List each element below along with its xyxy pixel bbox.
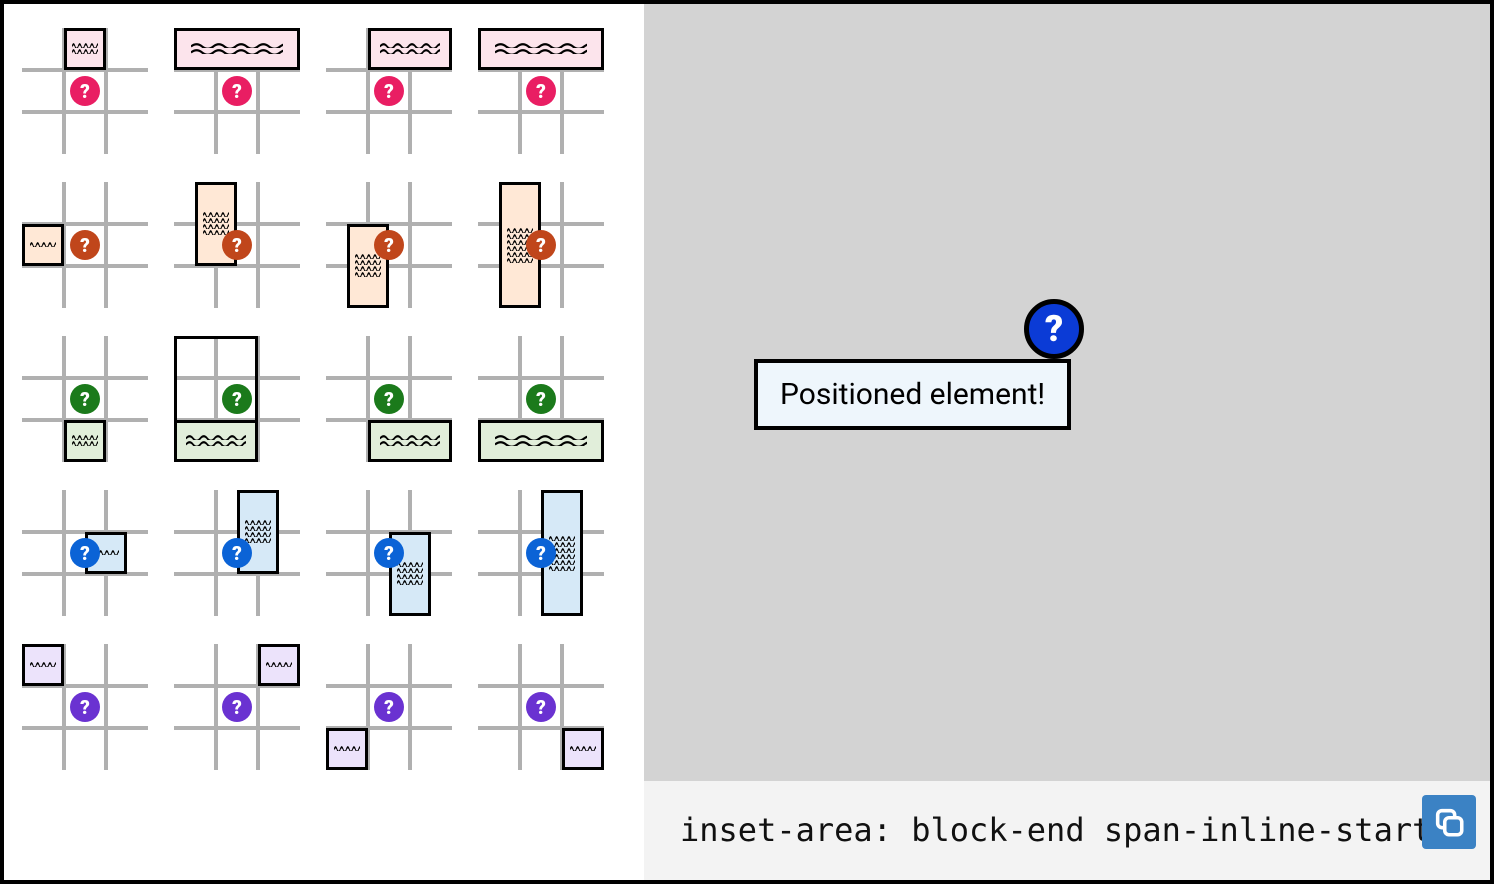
example-cell[interactable]: ? [22,490,148,616]
anchor-marker: ? [70,538,100,568]
example-cell[interactable]: ? [478,490,604,616]
positioned-box [478,420,604,462]
example-cell[interactable]: ? [22,28,148,154]
positioned-box [64,28,106,70]
positioned-box [258,644,300,686]
anchor-marker: ? [70,384,100,414]
anchor-marker: ? [526,230,556,260]
positioned-box [368,420,452,462]
anchor-marker: ? [222,692,252,722]
demo-anchor-glyph: ? [1045,308,1063,350]
example-row-pink: ???? [22,28,626,154]
anchor-marker: ? [526,538,556,568]
anchor-marker: ? [526,692,556,722]
example-cell[interactable]: ? [326,490,452,616]
positioned-box [326,728,368,770]
positioned-box [174,420,258,462]
example-row-orange: ???? [22,182,626,308]
demo-positioned-text: Positioned element! [780,377,1045,412]
example-row-purple: ???? [22,644,626,770]
anchor-marker: ? [70,692,100,722]
example-cell[interactable]: ? [326,182,452,308]
positioned-box [478,28,604,70]
positioned-box [22,224,64,266]
example-cell[interactable]: ? [326,28,452,154]
anchor-marker: ? [70,230,100,260]
copy-button[interactable] [1422,795,1476,849]
anchor-marker: ? [374,538,404,568]
positioned-box [22,644,64,686]
example-cell[interactable]: ? [326,644,452,770]
example-cell[interactable]: ? [478,644,604,770]
demo-positioned-box: Positioned element! [754,359,1071,430]
example-cell[interactable]: ? [22,336,148,462]
anchor-marker: ? [374,384,404,414]
anchor-marker: ? [374,692,404,722]
code-block: inset-area: block-end span-inline-start; [644,781,1490,880]
example-cell[interactable]: ? [478,182,604,308]
examples-panel: ???????????????????? [4,4,644,880]
positioned-box [64,420,106,462]
positioned-box [562,728,604,770]
anchor-marker: ? [222,384,252,414]
positioned-box [368,28,452,70]
anchor-marker: ? [374,230,404,260]
example-cell[interactable]: ? [326,336,452,462]
anchor-marker: ? [374,76,404,106]
example-cell[interactable]: ? [174,644,300,770]
frame: ???????????????????? ? Positioned elemen… [0,0,1494,884]
anchor-marker: ? [526,76,556,106]
anchor-marker: ? [222,230,252,260]
anchor-marker: ? [526,384,556,414]
positioned-box [174,28,300,70]
example-cell[interactable]: ? [174,336,300,462]
demo-area: ? Positioned element! [644,4,1490,781]
example-cell[interactable]: ? [22,644,148,770]
code-text: inset-area: block-end span-inline-start; [680,811,1451,849]
example-cell[interactable]: ? [478,336,604,462]
example-cell[interactable]: ? [174,490,300,616]
copy-icon [1432,805,1466,839]
example-row-green: ???? [22,336,626,462]
anchor-marker: ? [222,76,252,106]
anchor-marker: ? [70,76,100,106]
right-panel: ? Positioned element! inset-area: block-… [644,4,1490,880]
example-cell[interactable]: ? [22,182,148,308]
example-row-blue: ???? [22,490,626,616]
demo-anchor: ? [1024,299,1084,359]
example-cell[interactable]: ? [174,182,300,308]
example-cell[interactable]: ? [478,28,604,154]
anchor-marker: ? [222,538,252,568]
example-cell[interactable]: ? [174,28,300,154]
